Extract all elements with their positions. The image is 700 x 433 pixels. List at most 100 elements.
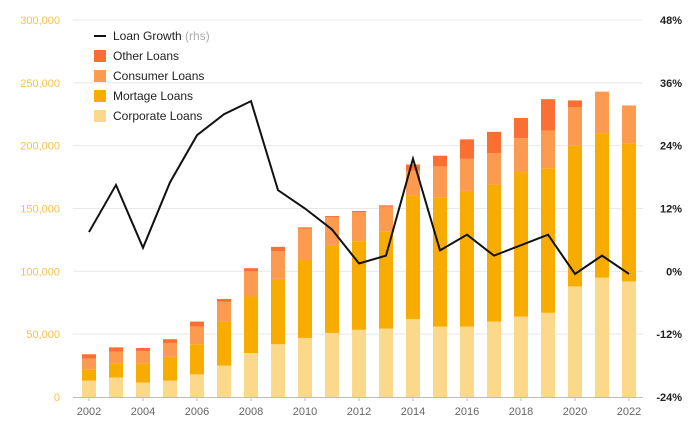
bar-corporate-loans [298,337,312,397]
bar-corporate-loans [406,319,420,397]
bar-other-loans [325,216,339,218]
bar-consumer-loans [514,138,528,173]
left-axis-ticks: 0 50,000 100,000 150,000 200,000 250,000 300,0… [20,15,60,404]
bar-mortage-loans [82,369,96,381]
bar-consumer-loans [595,91,609,134]
bar-consumer-loans [406,170,420,196]
x-tick-label: 2016 [455,406,479,418]
bar-consumer-loans [325,217,339,245]
bar-mortage-loans [433,197,447,327]
legend-label: Corporate Loans [113,109,202,123]
bar-consumer-loans [487,153,501,185]
bar-consumer-loans [622,105,636,144]
bar-other-loans [244,268,258,272]
bar-consumer-loans [109,351,123,364]
bar-mortage-loans [541,168,555,313]
x-tick-label: 2012 [347,406,371,418]
x-tick-label: 2004 [131,406,155,418]
bar-corporate-loans [109,377,123,397]
bar-consumer-loans [136,351,150,364]
bar-consumer-loans [82,358,96,370]
bar-corporate-loans [325,332,339,397]
bar-mortage-loans [487,184,501,322]
legend-swatch [94,110,106,122]
bar-mortage-loans [271,278,285,345]
bar-mortage-loans [568,145,582,287]
bar-other-loans [487,131,501,154]
right-axis-ticks: -24% -12% 0% 12% 24% 36% 48% [656,15,682,404]
left-tick-label: 100,000 [20,266,60,278]
x-tick-label: 2018 [509,406,533,418]
legend-note: (rhs) [182,29,210,43]
bar-corporate-loans [271,344,285,397]
bar-other-loans [433,155,447,167]
left-tick-label: 150,000 [20,204,60,216]
bar-corporate-loans [541,312,555,397]
bar-consumer-loans [352,212,366,242]
right-tick-label: 24% [660,141,682,153]
bar-mortage-loans [217,321,231,366]
bar-corporate-loans [487,321,501,397]
bar-consumer-loans [541,130,555,169]
bar-other-loans [82,354,96,359]
bar-other-loans [460,139,474,159]
left-tick-label: 300,000 [20,15,60,27]
left-tick-label: 250,000 [20,78,60,90]
bar-consumer-loans [460,158,474,191]
bar-other-loans [541,99,555,131]
x-tick-label: 2010 [293,406,317,418]
bar-mortage-loans [298,260,312,338]
bar-corporate-loans [217,365,231,397]
bar-consumer-loans [433,166,447,198]
legend-label: Consumer Loans [113,69,204,83]
bar-other-loans [271,246,285,252]
bar-other-loans [514,118,528,139]
bar-corporate-loans [190,374,204,397]
bar-corporate-loans [433,326,447,397]
bar-other-loans [217,298,231,302]
bar-corporate-loans [136,382,150,397]
legend-swatch [94,70,106,82]
stacked-bars [82,91,636,397]
bar-corporate-loans [163,380,177,397]
left-tick-label: 0 [54,392,60,404]
bar-other-loans [163,339,177,343]
bar-mortage-loans [622,143,636,282]
legend-swatch [94,90,106,102]
bar-consumer-loans [298,228,312,261]
bar-corporate-loans [595,277,609,397]
bar-mortage-loans [136,363,150,383]
x-tick-label: 2002 [77,406,101,418]
right-tick-label: 0% [666,266,682,278]
left-tick-label: 200,000 [20,141,60,153]
x-tick-label: 2014 [401,406,425,418]
bar-mortage-loans [406,195,420,320]
bar-corporate-loans [379,328,393,397]
bar-mortage-loans [109,363,123,378]
bar-corporate-loans [352,329,366,397]
bar-consumer-loans [217,301,231,322]
bar-mortage-loans [163,356,177,381]
x-tick-label: 2006 [185,406,209,418]
bar-corporate-loans [460,326,474,397]
bar-consumer-loans [190,326,204,345]
loan-growth-line [88,99,630,276]
bar-corporate-loans [568,286,582,397]
right-tick-label: 12% [660,204,682,216]
bar-mortage-loans [244,296,258,354]
x-axis: 2002 2004 2006 2008 2010 2012 2014 2016 2018 2020… [73,397,643,418]
right-tick-label: -24% [656,392,682,404]
bar-mortage-loans [352,241,366,330]
bar-mortage-loans [595,133,609,278]
bar-mortage-loans [190,344,204,375]
bar-mortage-loans [325,244,339,333]
legend: Loan Growth (rhs) Other Loans Consumer Loa… [94,29,210,123]
bar-other-loans [379,205,393,207]
bar-consumer-loans [379,206,393,232]
legend-label: Other Loans [113,49,179,63]
right-tick-label: -12% [656,329,682,341]
right-tick-label: 48% [660,15,682,27]
bar-corporate-loans [82,380,96,397]
x-tick-label: 2008 [239,406,263,418]
